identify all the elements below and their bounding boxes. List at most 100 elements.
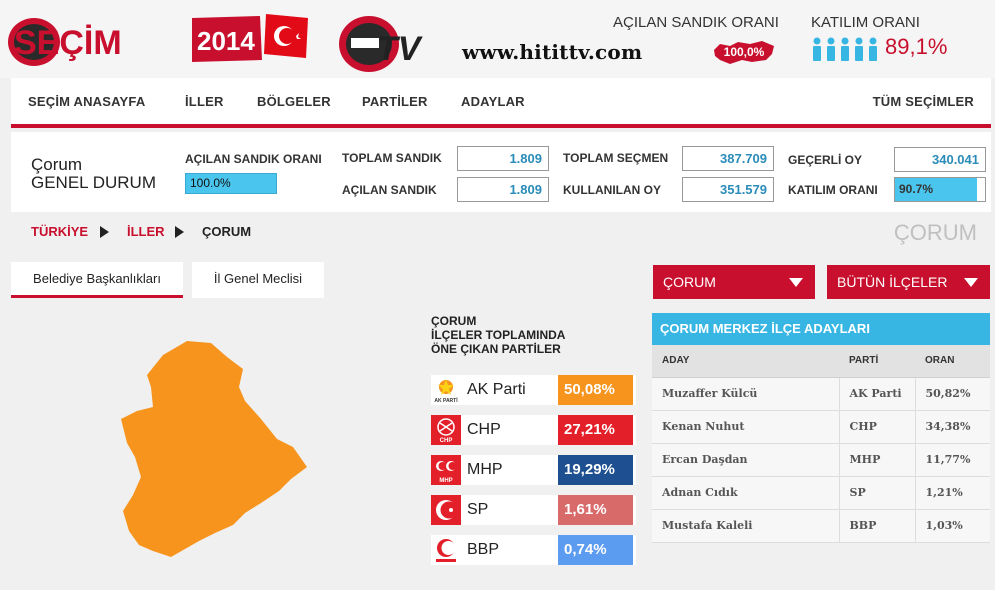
party-name: MHP (467, 461, 503, 478)
candidate-pct: 11,77% (915, 443, 990, 477)
mhp-logo-icon: MHP (431, 455, 461, 485)
party-name: AK Parti (467, 381, 526, 398)
opened-box-ratio-label: AÇILAN SANDIK ORANI (613, 14, 779, 31)
people-icons (811, 37, 879, 61)
candidates-table: ADAY PARTİ ORAN Muzaffer Külcü AK Parti … (652, 345, 990, 543)
person-icon (827, 37, 835, 61)
table-row[interactable]: Adnan Cıdık SP 1,21% (652, 476, 990, 510)
nav-item-regions[interactable]: BÖLGELER (257, 94, 331, 109)
candidate-pct: 1,03% (915, 509, 990, 543)
opened-ratio-label: AÇILAN SANDIK ORANI (185, 152, 322, 166)
turnout-value: 89,1% (885, 34, 948, 59)
bbp-logo-icon (431, 535, 461, 565)
votes-cast-label: KULLANILAN OY (563, 183, 661, 197)
party-pct: 27,21% (558, 415, 633, 445)
district-select[interactable]: BÜTÜN İLÇELER (827, 265, 990, 299)
total-boxes-label: TOPLAM SANDIK (342, 151, 442, 165)
candidate-party: SP (839, 476, 916, 510)
parties-title-line: ÇORUM (431, 314, 477, 328)
party-row-bbp[interactable]: BBP 0,74% (431, 535, 636, 565)
candidate-name: Kenan Nuhut (652, 410, 840, 444)
candidate-pct: 34,38% (915, 410, 990, 444)
nav-item-provinces[interactable]: İLLER (185, 94, 224, 109)
party-row-ak-parti[interactable]: AK PARTİ AK Parti 50,08% (431, 375, 636, 405)
tab-provincial-council[interactable]: İl Genel Meclisi (192, 262, 324, 298)
valid-votes-value: 340.041 (894, 147, 986, 172)
party-row-mhp[interactable]: MHP MHP 19,29% (431, 455, 636, 485)
opened-boxes-value: 1.809 (457, 177, 549, 202)
province-select-value: ÇORUM (663, 274, 716, 290)
nav-item-parties[interactable]: PARTİLER (362, 94, 428, 109)
tv-logo-text: TV (377, 30, 424, 68)
breadcrumb-current: ÇORUM (202, 224, 252, 239)
person-icon (869, 37, 877, 61)
page-heading: ÇORUM (893, 220, 977, 245)
total-boxes-value: 1.809 (457, 146, 549, 171)
opened-boxes-label: AÇILAN SANDIK (342, 183, 437, 197)
candidate-party: MHP (839, 443, 916, 477)
breadcrumb-provinces[interactable]: İLLER (127, 224, 165, 239)
breadcrumb-arrow-icon (100, 226, 109, 238)
candidate-name: Ercan Daşdan (652, 443, 840, 477)
chevron-down-icon (964, 278, 978, 287)
chp-logo-icon: CHP (431, 415, 461, 445)
parties-panel-title: ÇORUM İLÇELER TOPLAMINDA ÖNE ÇIKAN PARTİ… (431, 314, 565, 356)
chp-logo-text: CHP (440, 438, 453, 444)
nav-item-all-elections[interactable]: TÜM SEÇİMLER (872, 94, 974, 109)
table-row[interactable]: Kenan Nuhut CHP 34,38% (652, 410, 990, 444)
nav-item-home[interactable]: SEÇİM ANASAYFA (28, 94, 146, 109)
corum-province-map-icon[interactable] (115, 335, 315, 560)
opened-box-ratio-value: 100,0% (723, 45, 765, 59)
person-icon (855, 37, 863, 61)
candidate-name: Muzaffer Külcü (652, 377, 840, 411)
nav-item-candidates[interactable]: ADAYLAR (461, 94, 525, 109)
sp-logo-icon (431, 495, 461, 525)
total-voters-value: 387.709 (682, 146, 774, 171)
logo-text: SEÇİM (14, 24, 122, 62)
votes-cast-value: 351.579 (682, 177, 774, 202)
person-icon (813, 37, 821, 61)
parties-title-line: İLÇELER TOPLAMINDA (431, 328, 566, 342)
person-icon (841, 37, 849, 61)
party-name: BBP (467, 541, 500, 558)
general-status-label: GENEL DURUM (31, 173, 156, 192)
turnout-label: KATILIM ORANI (811, 14, 920, 31)
tab-mayoral[interactable]: Belediye Başkanlıkları (11, 262, 183, 298)
table-row[interactable]: Muzaffer Külcü AK Parti 50,82% (652, 377, 990, 411)
main-nav: SEÇİM ANASAYFA İLLER BÖLGELER PARTİLER A… (11, 78, 991, 128)
party-row-sp[interactable]: SP 1,61% (431, 495, 636, 525)
candidates-title: ÇORUM MERKEZ İLÇE ADAYLARI (652, 313, 990, 345)
turnout-ratio-label: KATILIM ORANI (788, 183, 878, 197)
column-header: PARTİ (839, 345, 915, 378)
turnout-ratio-value: 90.7% (899, 182, 934, 196)
candidate-name: Adnan Cıdık (652, 476, 840, 510)
party-pct: 1,61% (558, 495, 633, 525)
party-pct: 50,08% (558, 375, 633, 405)
valid-votes-label: GEÇERLİ OY (788, 153, 863, 167)
candidate-pct: 50,82% (915, 377, 990, 411)
column-header: ORAN (915, 345, 990, 378)
general-status-panel: Çorum GENEL DURUM AÇILAN SANDIK ORANI 10… (11, 132, 991, 212)
secim-2014-logo[interactable]: SEÇİM 2014 (4, 8, 310, 70)
flag-icon (264, 14, 308, 58)
table-row[interactable]: Ercan Daşdan MHP 11,77% (652, 443, 990, 477)
party-row-chp[interactable]: CHP CHP 27,21% (431, 415, 636, 445)
candidate-party: BBP (839, 509, 916, 543)
candidate-pct: 1,21% (915, 476, 990, 510)
chevron-down-icon (789, 278, 803, 287)
province-select[interactable]: ÇORUM (653, 265, 815, 299)
breadcrumb-turkey[interactable]: TÜRKİYE (31, 224, 89, 239)
turkey-map-icon (714, 41, 774, 64)
ak-parti-logo-icon: AK PARTİ (431, 375, 461, 405)
city-title: Çorum GENEL DURUM (31, 156, 156, 192)
column-header: ADAY (652, 345, 839, 378)
hitit-tv-logo[interactable]: TV (337, 8, 447, 74)
table-row[interactable]: Mustafa Kaleli BBP 1,03% (652, 509, 990, 543)
site-url[interactable]: www.hitittv.com (462, 40, 643, 64)
parties-title-line: ÖNE ÇIKAN PARTİLER (431, 342, 561, 356)
candidate-party: AK Parti (839, 377, 916, 411)
breadcrumb-arrow-icon (175, 226, 184, 238)
turnout-ratio-bar: 90.7% (894, 177, 986, 202)
total-voters-label: TOPLAM SEÇMEN (563, 151, 669, 165)
opened-ratio-bar: 100.0% (185, 173, 277, 194)
